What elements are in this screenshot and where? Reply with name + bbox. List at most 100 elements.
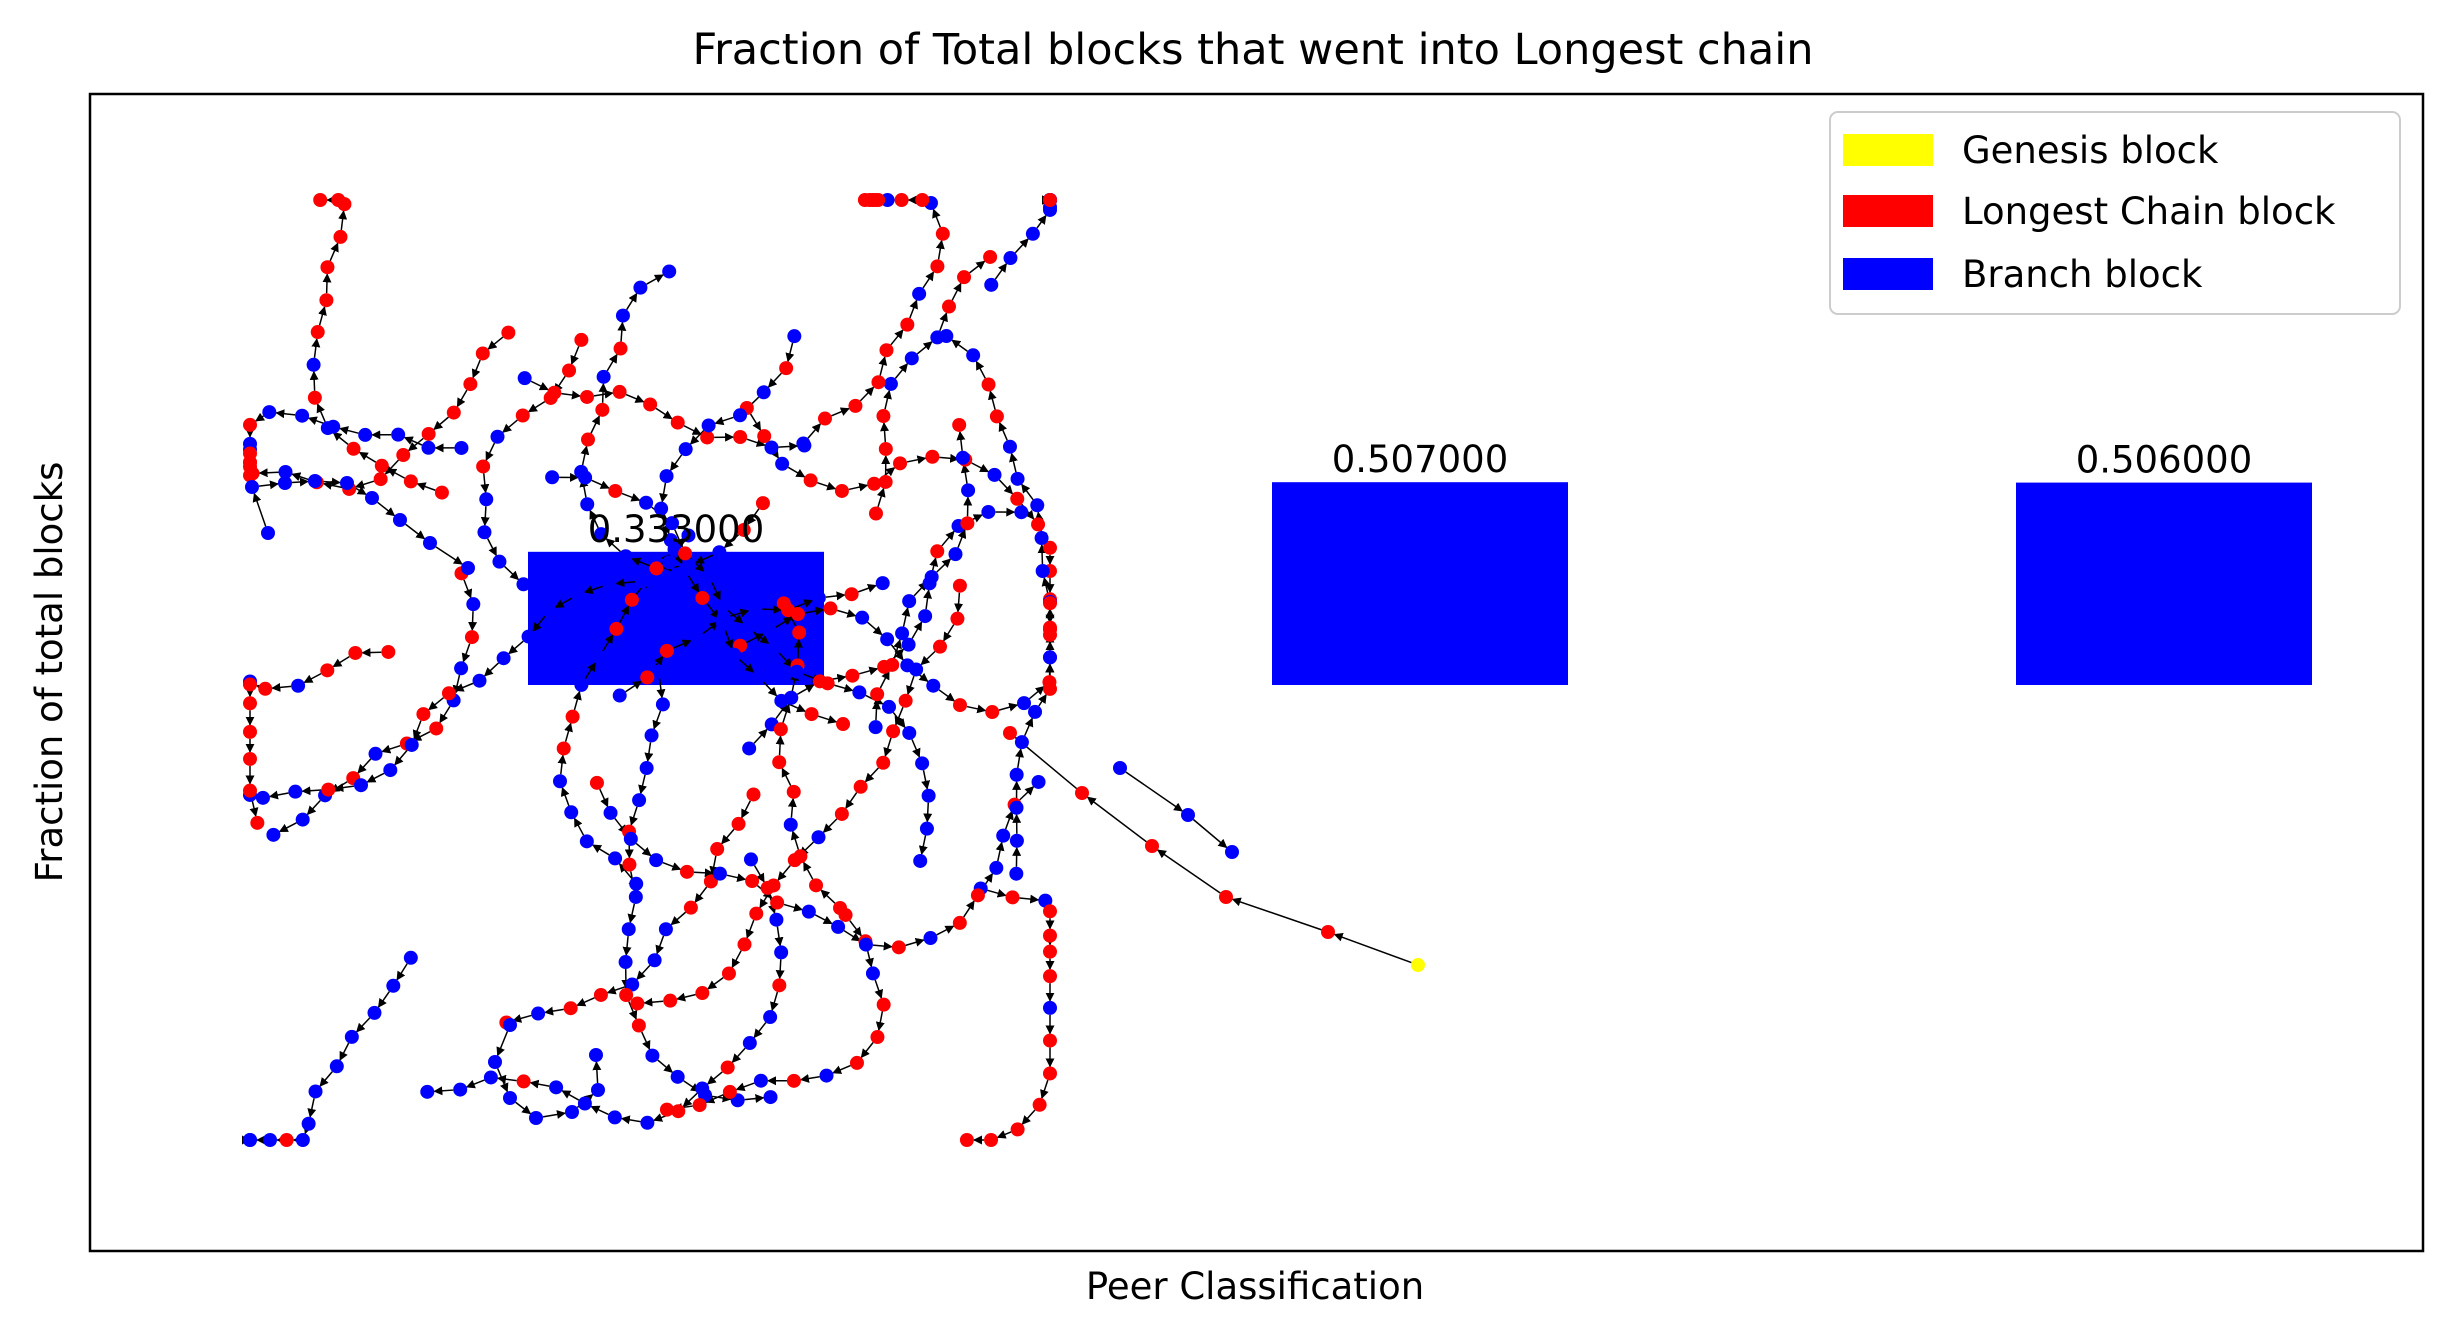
graph-edge — [843, 929, 861, 942]
branch-node — [295, 1133, 310, 1147]
graph-edge — [316, 403, 326, 422]
graph-edge — [357, 758, 372, 774]
longest-chain-node — [1005, 890, 1020, 905]
branch-node — [453, 1082, 468, 1097]
longest-chain-node — [849, 1055, 864, 1070]
graph-edge — [1019, 894, 1040, 904]
branch-node — [663, 533, 678, 548]
graph-edge — [694, 886, 708, 903]
graph-edge — [309, 370, 319, 391]
graph-edge — [738, 658, 755, 673]
graph-edge — [911, 739, 921, 758]
longest-chain-node — [721, 966, 736, 981]
longest-chain-node — [333, 229, 348, 244]
branch-node — [733, 408, 748, 423]
graph-edge — [951, 282, 962, 301]
branch-node — [278, 464, 293, 479]
graph-edge — [892, 711, 906, 729]
longest-chain-node — [243, 468, 257, 483]
branch-node — [1038, 893, 1053, 908]
longest-chain-node — [876, 755, 891, 770]
branch-node — [545, 470, 560, 485]
branch-node — [266, 827, 281, 842]
bar-value-label-0: 0.333000 — [588, 508, 765, 551]
graph-edge — [796, 684, 815, 695]
legend-label-branch: Branch block — [1962, 253, 2203, 296]
branch-node — [607, 1110, 622, 1125]
longest-chain-node — [833, 901, 848, 916]
longest-chain-node — [580, 389, 595, 404]
graph-edge — [377, 991, 390, 1008]
graph-edge — [744, 1094, 765, 1104]
graph-edge — [682, 1092, 698, 1108]
graph-edge — [322, 273, 332, 294]
longest-chain-node — [1010, 1122, 1025, 1137]
longest-chain-node — [786, 784, 801, 799]
graph-edge — [433, 416, 449, 431]
longest-chain-node — [678, 546, 693, 561]
graph-edge — [275, 409, 296, 419]
branch-node — [753, 1073, 768, 1088]
graph-edge — [592, 844, 610, 856]
branch-node — [308, 1084, 323, 1099]
branch-node — [740, 620, 755, 635]
graph-edge — [775, 616, 793, 628]
branch-node — [496, 651, 511, 666]
longest-chain-node — [731, 816, 746, 831]
longest-chain-node — [989, 409, 1004, 424]
branch-node — [712, 545, 727, 560]
graph-edge — [580, 445, 590, 466]
graph-edge — [814, 914, 833, 925]
graph-edge — [1015, 748, 1024, 768]
graph-edge — [858, 666, 879, 676]
graph-edge — [629, 806, 638, 826]
longest-chain-node — [593, 987, 608, 1002]
longest-chain-node — [870, 687, 885, 702]
branch-node — [919, 821, 934, 836]
branch-node — [774, 945, 789, 960]
graph-edge — [849, 920, 862, 937]
branch-node — [858, 937, 873, 952]
graph-edge — [557, 754, 567, 775]
graph-edge — [971, 462, 990, 473]
longest-chain-node — [331, 193, 346, 207]
longest-chain-node — [348, 645, 363, 660]
graph-edge — [620, 1115, 641, 1125]
branch-node — [883, 376, 898, 391]
longest-chain-node — [773, 722, 788, 737]
graph-edge — [857, 583, 877, 593]
branch-node — [517, 371, 532, 386]
longest-chain-node — [556, 741, 571, 756]
graph-edge — [905, 937, 925, 947]
branch-node — [783, 817, 798, 832]
branch-node — [596, 369, 611, 384]
graph-edge — [396, 963, 408, 981]
branch-node — [516, 577, 531, 592]
branch-node — [913, 853, 928, 868]
branch-node — [819, 1068, 834, 1083]
longest-chain-node — [608, 483, 623, 498]
graph-edge — [787, 702, 806, 713]
branch-node — [912, 286, 927, 301]
graph-edge — [832, 1064, 851, 1074]
longest-chain-node — [960, 516, 975, 531]
branch-node — [386, 978, 401, 993]
graph-edge — [711, 582, 721, 601]
graph-edge — [255, 684, 266, 693]
longest-chain-node — [900, 317, 915, 332]
branch-node — [880, 632, 895, 647]
branch-node — [716, 616, 731, 631]
graph-edge — [871, 700, 881, 721]
branch-node — [365, 491, 379, 505]
longest-chain-node — [844, 587, 859, 602]
longest-chain-node — [878, 441, 893, 456]
branch-node — [278, 476, 292, 490]
graph-edge — [901, 607, 911, 627]
branch-node — [531, 1006, 546, 1021]
branch-node — [261, 526, 275, 540]
branch-node — [659, 469, 674, 484]
longest-chain-node — [663, 993, 678, 1008]
graph-edge — [1019, 786, 1035, 801]
branch-node — [628, 889, 643, 904]
graph-edge — [1086, 796, 1147, 843]
